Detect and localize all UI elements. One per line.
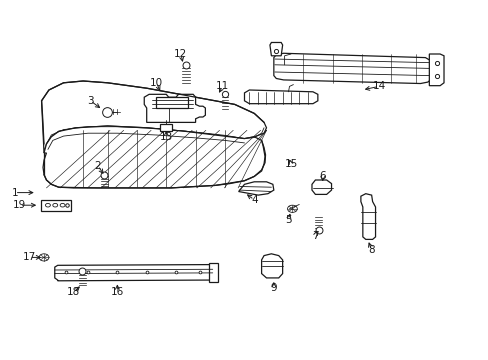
Polygon shape	[269, 42, 282, 56]
Text: 16: 16	[110, 287, 124, 297]
Polygon shape	[155, 97, 188, 108]
Text: 18: 18	[66, 287, 80, 297]
Text: 12: 12	[174, 49, 187, 59]
Polygon shape	[238, 182, 273, 195]
Text: 11: 11	[215, 81, 229, 91]
Polygon shape	[244, 90, 317, 104]
Polygon shape	[261, 254, 282, 278]
Text: 14: 14	[371, 81, 385, 91]
Text: 8: 8	[367, 245, 374, 255]
Polygon shape	[144, 94, 205, 122]
Text: 1: 1	[11, 188, 18, 198]
Polygon shape	[160, 124, 172, 131]
Polygon shape	[41, 81, 266, 153]
Polygon shape	[273, 53, 430, 84]
Text: 4: 4	[250, 195, 257, 205]
Text: 17: 17	[22, 252, 36, 262]
Text: 15: 15	[284, 159, 297, 169]
Text: 6: 6	[319, 171, 325, 181]
Polygon shape	[55, 265, 212, 281]
Polygon shape	[41, 200, 71, 211]
Text: 3: 3	[87, 96, 94, 106]
Polygon shape	[209, 263, 217, 282]
Text: 2: 2	[94, 161, 101, 171]
Polygon shape	[360, 194, 375, 239]
Text: 19: 19	[13, 200, 26, 210]
Text: 13: 13	[159, 132, 173, 142]
Polygon shape	[43, 126, 264, 188]
Polygon shape	[311, 180, 331, 194]
Text: 10: 10	[150, 78, 163, 88]
Polygon shape	[428, 54, 443, 86]
Text: 7: 7	[311, 231, 318, 241]
Text: 9: 9	[270, 283, 277, 293]
Text: 5: 5	[285, 215, 291, 225]
